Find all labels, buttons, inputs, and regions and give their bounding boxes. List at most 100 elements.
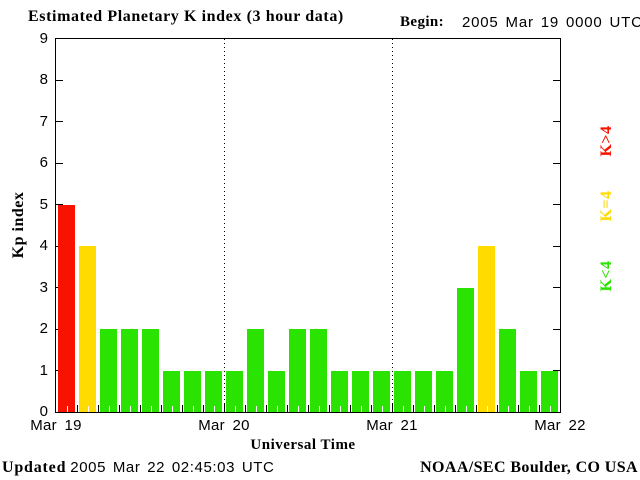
x-minor-tick xyxy=(518,405,519,412)
y-tick-label: 6 xyxy=(39,154,48,172)
x-minor-tick xyxy=(266,405,267,412)
y-tick-label: 3 xyxy=(39,278,48,296)
kp-bar xyxy=(58,205,75,412)
x-minor-tick xyxy=(455,405,456,412)
x-minor-tick xyxy=(287,405,288,412)
legend-item-k-lt-4: K<4 xyxy=(598,260,615,292)
y-tick-right xyxy=(553,121,560,123)
y-tick-right xyxy=(553,287,560,289)
x-center-tick xyxy=(108,406,110,412)
x-tick-label: Mar 20 xyxy=(198,417,250,434)
kp-bar xyxy=(289,329,306,412)
kp-bar xyxy=(268,371,285,412)
kp-bar xyxy=(121,329,138,412)
x-center-tick xyxy=(255,406,257,412)
day-divider xyxy=(392,39,393,412)
y-tick-right xyxy=(553,79,560,81)
x-tick-label: Mar 19 xyxy=(30,417,82,434)
plot-area xyxy=(55,38,561,413)
y-tick-right xyxy=(553,370,560,372)
x-minor-tick xyxy=(539,405,540,412)
y-tick-label: 0 xyxy=(39,403,48,420)
x-center-tick xyxy=(66,406,68,412)
kp-bar xyxy=(478,246,495,412)
kp-bar xyxy=(163,371,180,412)
x-center-tick xyxy=(360,406,362,412)
x-minor-tick xyxy=(161,405,162,412)
x-minor-tick xyxy=(371,405,372,412)
x-tick-label: Mar 22 xyxy=(534,417,586,434)
x-minor-tick xyxy=(413,405,414,412)
y-tick-right xyxy=(553,245,560,247)
x-minor-tick xyxy=(329,405,330,412)
y-tick-label: 4 xyxy=(39,237,48,255)
x-minor-tick xyxy=(497,405,498,412)
x-minor-tick xyxy=(182,405,183,412)
x-minor-tick xyxy=(476,405,477,412)
x-center-tick xyxy=(213,406,215,412)
x-center-tick xyxy=(276,406,278,412)
x-tick-label: Mar 21 xyxy=(366,417,418,434)
y-tick-left xyxy=(56,162,63,164)
chart-title: Estimated Planetary K index (3 hour data… xyxy=(28,8,344,25)
updated-value: 2005 Mar 22 02:45:03 UTC xyxy=(70,459,275,476)
kp-bar xyxy=(331,371,348,412)
kp-bar xyxy=(226,371,243,412)
kp-bar xyxy=(205,371,222,412)
x-minor-tick xyxy=(245,405,246,412)
y-tick-label: 2 xyxy=(39,320,48,338)
x-center-tick xyxy=(171,406,173,412)
x-center-tick xyxy=(507,406,509,412)
begin-value: 2005 Mar 19 0000 UTC xyxy=(462,14,640,31)
x-center-tick xyxy=(87,406,89,412)
kp-bar xyxy=(100,329,117,412)
y-tick-label: 9 xyxy=(39,30,48,47)
x-center-tick xyxy=(150,406,152,412)
y-tick-label: 8 xyxy=(39,71,48,89)
x-center-tick xyxy=(549,406,551,412)
y-tick-label: 7 xyxy=(39,112,48,130)
x-minor-tick xyxy=(77,405,78,412)
y-tick-right xyxy=(553,204,560,206)
kp-bar xyxy=(457,288,474,412)
x-center-tick xyxy=(297,406,299,412)
y-tick-left xyxy=(56,121,63,123)
kp-bar xyxy=(184,371,201,412)
y-tick-right xyxy=(553,162,560,164)
x-center-tick xyxy=(402,406,404,412)
kp-bar xyxy=(247,329,264,412)
x-center-tick xyxy=(423,406,425,412)
x-minor-tick xyxy=(203,405,204,412)
y-tick-right xyxy=(553,328,560,330)
x-minor-tick xyxy=(434,405,435,412)
x-center-tick xyxy=(234,406,236,412)
x-center-tick xyxy=(444,406,446,412)
y-tick-left xyxy=(56,79,63,81)
kp-bar xyxy=(541,371,558,412)
x-center-tick xyxy=(486,406,488,412)
kp-bar xyxy=(352,371,369,412)
kp-bar xyxy=(499,329,516,412)
x-center-tick xyxy=(528,406,530,412)
x-minor-tick xyxy=(350,405,351,412)
kp-bar xyxy=(520,371,537,412)
kp-bar xyxy=(79,246,96,412)
credit-text: NOAA/SEC Boulder, CO USA xyxy=(420,459,638,476)
x-axis-title: Universal Time xyxy=(250,437,356,453)
x-center-tick xyxy=(339,406,341,412)
x-center-tick xyxy=(192,406,194,412)
x-center-tick xyxy=(129,406,131,412)
kp-bar xyxy=(373,371,390,412)
begin-label: Begin: xyxy=(400,14,445,30)
kp-bar xyxy=(394,371,411,412)
x-minor-tick xyxy=(308,405,309,412)
x-center-tick xyxy=(465,406,467,412)
x-center-tick xyxy=(318,406,320,412)
updated-timestamp: Updated 2005 Mar 22 02:45:03 UTC xyxy=(2,459,274,477)
legend-item-k-eq-4: K=4 xyxy=(598,190,615,222)
day-divider xyxy=(224,39,225,412)
kp-bar xyxy=(436,371,453,412)
x-center-tick xyxy=(381,406,383,412)
kp-bar xyxy=(142,329,159,412)
